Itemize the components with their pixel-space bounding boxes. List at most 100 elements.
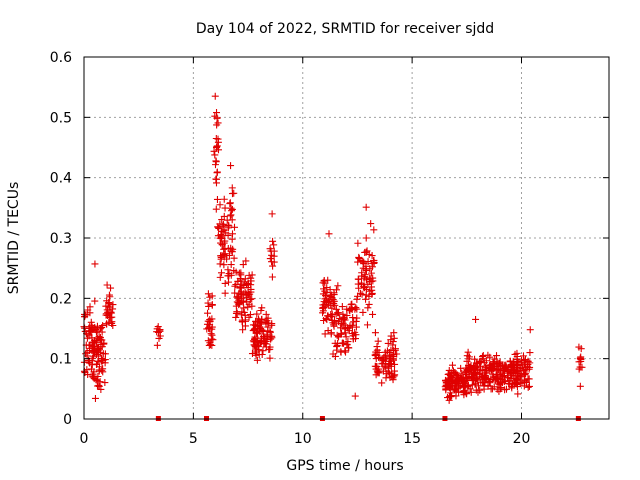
data-point — [472, 315, 480, 323]
data-point — [226, 200, 234, 208]
data-point — [334, 282, 342, 290]
data-point — [361, 284, 369, 292]
data-point — [354, 239, 362, 247]
data-point — [268, 210, 276, 218]
data-point — [208, 301, 216, 309]
data-point — [467, 388, 475, 396]
data-point — [393, 350, 401, 358]
data-point — [232, 313, 240, 321]
data-point — [508, 370, 516, 378]
data-point — [232, 281, 240, 289]
data-point — [266, 245, 274, 253]
data-point — [93, 334, 101, 342]
data-point — [323, 284, 331, 292]
data-point — [378, 360, 386, 368]
data-point — [227, 261, 235, 269]
data-point — [211, 92, 219, 100]
data-point — [349, 314, 357, 322]
data-point — [105, 310, 113, 318]
data-point — [246, 311, 254, 319]
data-point — [362, 295, 370, 303]
y-tick-label: 0 — [63, 412, 72, 428]
data-point — [230, 254, 238, 262]
data-point — [353, 295, 361, 303]
data-point — [360, 282, 368, 290]
data-point — [242, 281, 250, 289]
data-point — [387, 336, 395, 344]
data-point — [382, 351, 390, 359]
data-point — [204, 290, 212, 298]
data-point — [214, 223, 222, 231]
data-point — [526, 349, 534, 357]
data-point — [445, 396, 453, 404]
data-point — [248, 302, 256, 310]
data-point — [221, 204, 229, 212]
data-point — [327, 329, 335, 337]
data-point — [108, 318, 116, 326]
data-point — [367, 220, 375, 228]
data-point — [456, 382, 464, 390]
data-point — [483, 375, 491, 383]
data-point — [366, 274, 374, 282]
data-point — [233, 298, 241, 306]
data-point — [218, 216, 226, 224]
data-point — [268, 321, 276, 329]
data-point — [247, 274, 255, 282]
data-point — [514, 360, 522, 368]
data-point — [368, 252, 376, 260]
data-point — [109, 305, 117, 313]
data-point — [371, 329, 379, 337]
data-point — [518, 356, 526, 364]
data-point — [213, 142, 221, 150]
x-axis-label: GPS time / hours — [286, 458, 403, 474]
data-point — [258, 304, 266, 312]
data-point — [329, 296, 337, 304]
data-point — [217, 252, 225, 260]
data-point — [362, 203, 370, 211]
data-point — [333, 343, 341, 351]
data-point — [259, 332, 267, 340]
data-point — [82, 350, 90, 358]
data-point — [578, 363, 586, 371]
data-point — [490, 383, 498, 391]
data-point — [472, 359, 480, 367]
data-point — [484, 381, 492, 389]
data-point — [361, 249, 369, 257]
y-tick-label: 0.1 — [50, 352, 72, 368]
data-point — [210, 147, 218, 155]
data-point — [329, 319, 337, 327]
data-point — [352, 304, 360, 312]
data-point — [251, 335, 259, 343]
data-point — [464, 375, 472, 383]
data-point — [362, 265, 370, 273]
data-point — [240, 304, 248, 312]
data-point — [364, 258, 372, 266]
data-point — [364, 304, 372, 312]
data-point — [341, 347, 349, 355]
data-point — [476, 362, 484, 370]
data-point — [258, 351, 266, 359]
data-point — [333, 342, 341, 350]
data-point — [258, 326, 266, 334]
data-point — [348, 323, 356, 331]
data-point — [443, 382, 451, 390]
data-point — [465, 365, 473, 373]
data-point — [97, 385, 105, 393]
data-points — [80, 92, 586, 404]
data-point — [379, 367, 387, 375]
data-point — [216, 273, 224, 281]
data-point — [155, 334, 163, 342]
data-point — [251, 342, 259, 350]
data-point — [375, 348, 383, 356]
data-point — [520, 377, 528, 385]
data-point — [218, 241, 226, 249]
x-tick-label: 15 — [403, 431, 421, 447]
data-point — [328, 291, 336, 299]
data-point — [343, 341, 351, 349]
data-point — [354, 258, 362, 266]
data-point — [323, 315, 331, 323]
data-point — [253, 356, 261, 364]
data-point — [268, 332, 276, 340]
data-point — [442, 376, 450, 384]
data-point — [98, 354, 106, 362]
